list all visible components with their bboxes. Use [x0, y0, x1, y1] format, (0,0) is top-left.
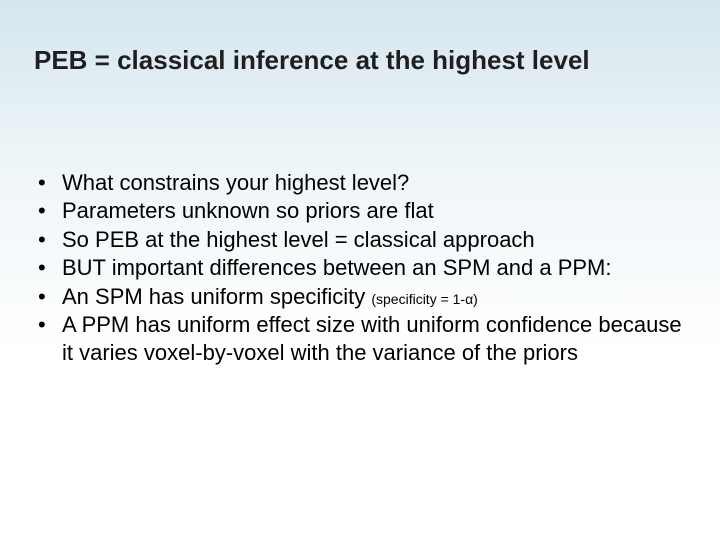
bullet-text: Parameters unknown so priors are flat	[62, 198, 434, 223]
bullet-small-text: (specificity = 1-α)	[371, 291, 478, 307]
bullet-text: What constrains your highest level?	[62, 170, 409, 195]
slide: PEB = classical inference at the highest…	[0, 0, 720, 540]
bullet-list: What constrains your highest level? Para…	[34, 169, 686, 367]
list-item: A PPM has uniform effect size with unifo…	[34, 311, 686, 366]
list-item: BUT important differences between an SPM…	[34, 254, 686, 282]
list-item: What constrains your highest level?	[34, 169, 686, 197]
list-item: Parameters unknown so priors are flat	[34, 197, 686, 225]
bullet-text: An SPM has uniform specificity	[62, 284, 371, 309]
bullet-text: BUT important differences between an SPM…	[62, 255, 611, 280]
slide-title: PEB = classical inference at the highest…	[34, 44, 686, 77]
bullet-text: A PPM has uniform effect size with unifo…	[62, 312, 682, 365]
list-item: So PEB at the highest level = classical …	[34, 226, 686, 254]
bullet-text: So PEB at the highest level = classical …	[62, 227, 535, 252]
list-item: An SPM has uniform specificity (specific…	[34, 283, 686, 311]
